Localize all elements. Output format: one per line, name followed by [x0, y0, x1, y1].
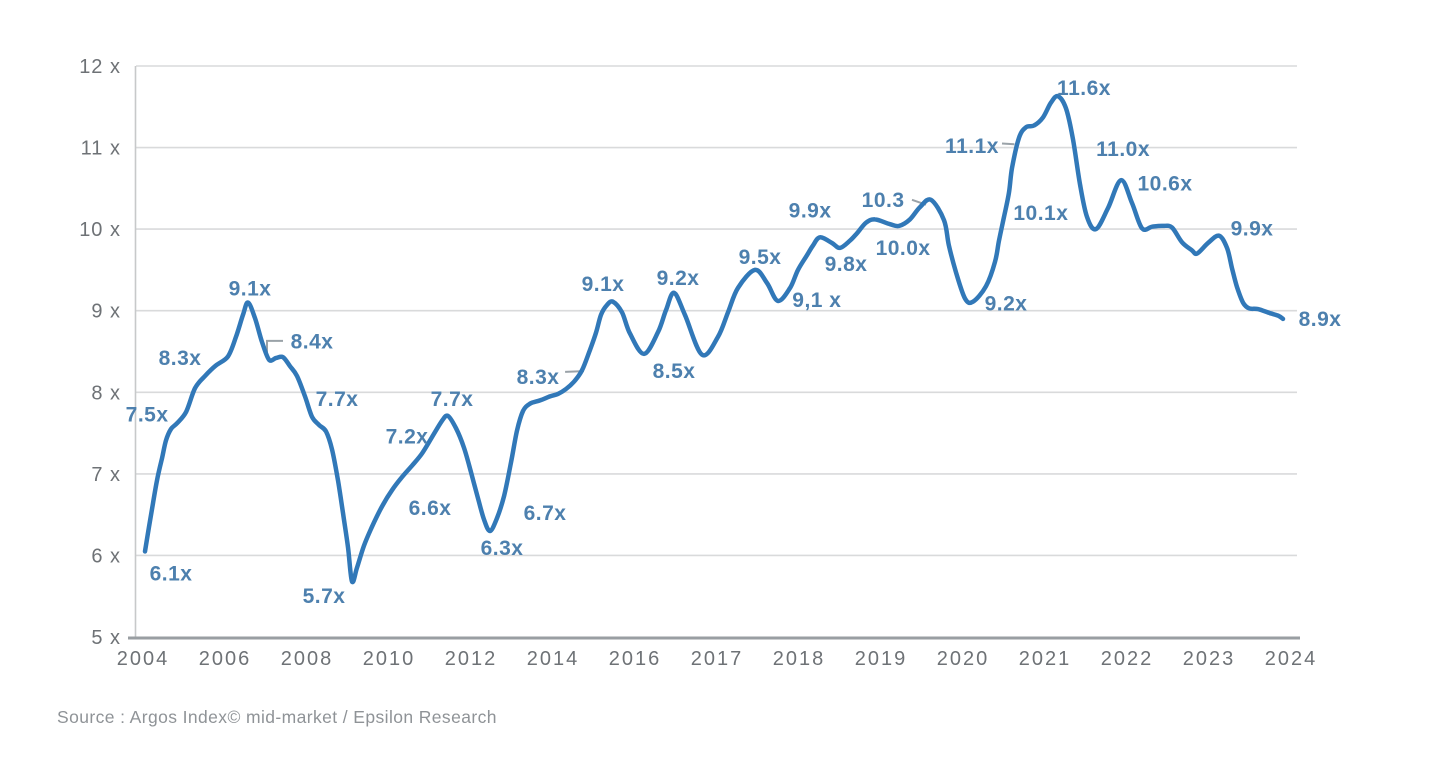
- label-callout: [1001, 142, 1015, 146]
- x-axis-label: 2017: [691, 648, 744, 670]
- x-axis-label: 2006: [199, 648, 252, 670]
- data-point-label: 7.7x: [316, 388, 359, 411]
- data-point-label: 5.7x: [303, 585, 346, 608]
- data-point-label: 9.9x: [1231, 217, 1274, 240]
- source-note: Source : Argos Index© mid-market / Epsil…: [57, 707, 497, 727]
- data-point-label: 9.5x: [739, 246, 782, 269]
- data-point-label: 8.3x: [517, 366, 560, 389]
- data-point-label: 7.2x: [386, 425, 429, 448]
- x-axis-label: 2014: [527, 648, 580, 670]
- x-axis-label: 2010: [363, 648, 416, 670]
- x-axis-label: 2023: [1183, 648, 1236, 670]
- x-axis-label: 2021: [1019, 648, 1072, 670]
- data-point-label: 11.0x: [1096, 138, 1150, 161]
- data-point-label: 8.4x: [291, 331, 334, 354]
- data-point-label: 11.1x: [945, 135, 999, 158]
- data-point-label: 11.6x: [1057, 77, 1111, 100]
- y-axis-label: 8 x: [91, 382, 121, 404]
- data-point-label: 7.7x: [431, 388, 474, 411]
- x-axis-label: 2012: [445, 648, 498, 670]
- data-point-label: 9.1x: [229, 278, 272, 301]
- y-axis-label: 9 x: [91, 301, 121, 323]
- data-point-label: 8.3x: [159, 347, 202, 370]
- data-point-label: 7.5x: [126, 403, 169, 426]
- data-point-label: 8.5x: [653, 360, 696, 383]
- data-point-label: 10.1x: [1013, 202, 1068, 225]
- data-point-label: 8.9x: [1299, 308, 1342, 331]
- data-point-label: 6.3x: [481, 537, 524, 560]
- y-axis-label: 11 x: [81, 138, 121, 160]
- y-axis-label: 7 x: [91, 464, 121, 486]
- x-axis-label: 2016: [609, 648, 662, 670]
- x-axis-label: 2022: [1101, 648, 1154, 670]
- x-axis-label: 2008: [281, 648, 334, 670]
- y-axis-label: 12 x: [79, 56, 121, 78]
- data-point-label: 9.2x: [985, 292, 1028, 315]
- data-point-label: 9.2x: [657, 267, 700, 290]
- x-axis-label: 2020: [937, 648, 990, 670]
- x-axis-label: 2019: [855, 648, 908, 670]
- label-callout: [266, 339, 283, 354]
- x-axis-label: 2004: [117, 648, 170, 670]
- x-axis-label: 2018: [773, 648, 826, 670]
- data-point-label: 9.9x: [789, 199, 832, 222]
- data-point-label: 10.6x: [1137, 173, 1192, 196]
- index-line: [142, 93, 1286, 585]
- data-point-label: 6.6x: [409, 497, 452, 520]
- data-point-label: 6.1x: [150, 562, 193, 585]
- data-point-label: 9.1x: [582, 273, 625, 296]
- data-point-label: 6.7x: [524, 502, 567, 525]
- y-axis-label: 6 x: [91, 545, 121, 567]
- data-point-label: 9,1 x: [792, 289, 841, 312]
- x-axis-label: 2024: [1265, 648, 1318, 670]
- data-point-label: 10.3: [862, 189, 905, 212]
- data-point-label: 9.8x: [825, 253, 868, 276]
- y-axis-label: 5 x: [91, 627, 121, 649]
- data-point-label: 10.0x: [876, 237, 931, 260]
- y-axis-label: 10 x: [79, 219, 121, 241]
